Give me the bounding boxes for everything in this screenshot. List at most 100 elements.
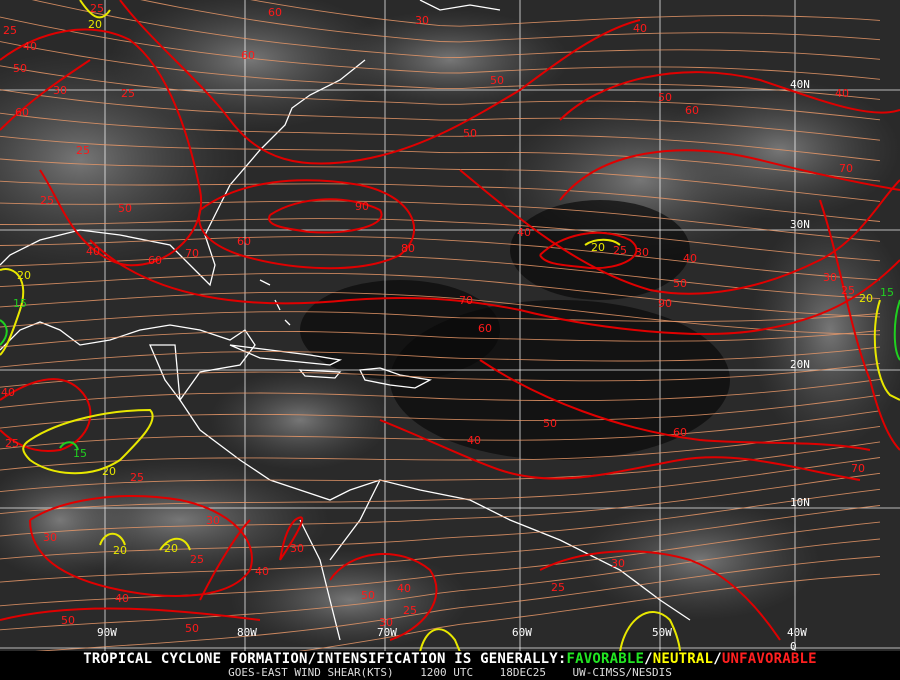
streamline (0, 472, 881, 537)
streamline (0, 488, 881, 560)
valid-date: 18DEC25 (499, 666, 547, 679)
contour-label: 20 (113, 544, 127, 557)
streamline (0, 41, 881, 100)
neutral-contour (584, 238, 621, 246)
coastline (358, 367, 432, 389)
contour-label: 40 (633, 22, 647, 35)
latitude-label: 0 (790, 640, 797, 652)
product-info: GOES-EAST WIND SHEAR(KTS) 1200 UTC 18DEC… (0, 667, 900, 679)
contour-label: 15 (880, 286, 894, 299)
unfavorable-contour (199, 519, 251, 601)
contour-label: 50 (13, 62, 27, 75)
unfavorable-contour (29, 495, 253, 597)
contour-label: 25 (613, 244, 627, 257)
unfavorable-contour (198, 179, 416, 270)
contour-label: 50 (61, 614, 75, 627)
longitude-label: 70W (377, 626, 397, 639)
wind-shear-map: 25 60 30 40 25 40 60 50 30 50 25 40 50 60 60 50 25 70 25 50… (0, 0, 900, 652)
streamline (0, 236, 881, 281)
contour-label: 60 (241, 49, 255, 62)
contour-label: 20 (164, 542, 178, 555)
contour-label: 25 (90, 2, 104, 15)
contour-label: 70 (851, 462, 865, 475)
contour-label: 25 (403, 604, 417, 617)
neutral-contour (0, 268, 25, 356)
contour-label: 25 (121, 87, 135, 100)
streamline (0, 16, 881, 80)
formation-legend: TROPICAL CYCLONE FORMATION/INTENSIFICATI… (0, 651, 900, 667)
streamline (21, 555, 881, 652)
contour-label: 40 (115, 592, 129, 605)
latitude-label: 30N (790, 218, 810, 231)
unfavorable-contour (559, 149, 900, 201)
contour-label: 40 (683, 252, 697, 265)
legend-favorable: FAVORABLE (566, 651, 645, 667)
contour-label: 20 (591, 241, 605, 254)
streamline (0, 441, 881, 493)
latitude-label: 40N (790, 78, 810, 91)
streamline (0, 291, 881, 336)
contour-label: 20 (88, 18, 102, 31)
streamline (0, 218, 881, 262)
unfavorable-contour (379, 419, 861, 481)
contour-label: 50 (118, 202, 132, 215)
neutral-contour (619, 611, 681, 652)
contour-label: 60 (237, 235, 251, 248)
streamline (0, 538, 881, 631)
contour-label: 70 (459, 294, 473, 307)
coastline (419, 0, 501, 11)
favorable-contour (0, 319, 8, 346)
contour-label: 40 (517, 226, 531, 239)
contour-label: 50 (658, 91, 672, 104)
streamline (0, 378, 881, 408)
unfavorable-contour (559, 71, 900, 121)
contour-label: 40 (86, 245, 100, 258)
legend-separator: / (713, 651, 722, 667)
legend-neutral: NEUTRAL (652, 651, 714, 667)
contour-label: 80 (401, 242, 415, 255)
contour-label: 30 (635, 246, 649, 259)
unfavorable-contour (819, 199, 900, 451)
streamline (0, 180, 881, 222)
contour-label: 70 (839, 162, 853, 175)
streamline (31, 0, 881, 60)
contour-label: 30 (206, 514, 220, 527)
streamline (250, 0, 881, 27)
contour-label: 70 (185, 247, 199, 260)
streamline (0, 362, 881, 388)
favorable-contour (893, 299, 900, 361)
contour-label: 30 (53, 84, 67, 97)
cloud-area (110, 0, 390, 130)
unfavorable-contour (279, 516, 304, 561)
longitude-label: 90W (97, 626, 117, 639)
streamline (0, 200, 881, 242)
contour-label: 60 (268, 6, 282, 19)
cloud-area (230, 550, 470, 650)
streamline (290, 573, 881, 652)
neutral-contour (873, 299, 900, 401)
streamline (0, 135, 881, 182)
coastlines (0, 0, 691, 641)
longitude-label: 40W (787, 626, 807, 639)
streamline (0, 346, 881, 368)
contour-label: 50 (543, 417, 557, 430)
contour-label: 25 (5, 437, 19, 450)
unfavorable-contour (479, 359, 871, 451)
longitude-label: 60W (512, 626, 532, 639)
contour-label: 25 (40, 194, 54, 207)
unfavorable-contour (119, 0, 641, 165)
streamline (0, 505, 881, 583)
streamline (0, 112, 881, 162)
contour-label: 40 (255, 565, 269, 578)
longitude-label: 80W (237, 626, 257, 639)
contour-label: 20 (17, 269, 31, 282)
unfavorable-contour (0, 28, 203, 267)
contour-label: 30 (415, 14, 429, 27)
coastline (229, 344, 343, 366)
unfavorable-contour (268, 198, 383, 234)
contour-label: 15 (73, 447, 87, 460)
shear-contours (0, 0, 900, 652)
streamlines (0, 0, 881, 652)
contour-label: 50 (361, 589, 375, 602)
